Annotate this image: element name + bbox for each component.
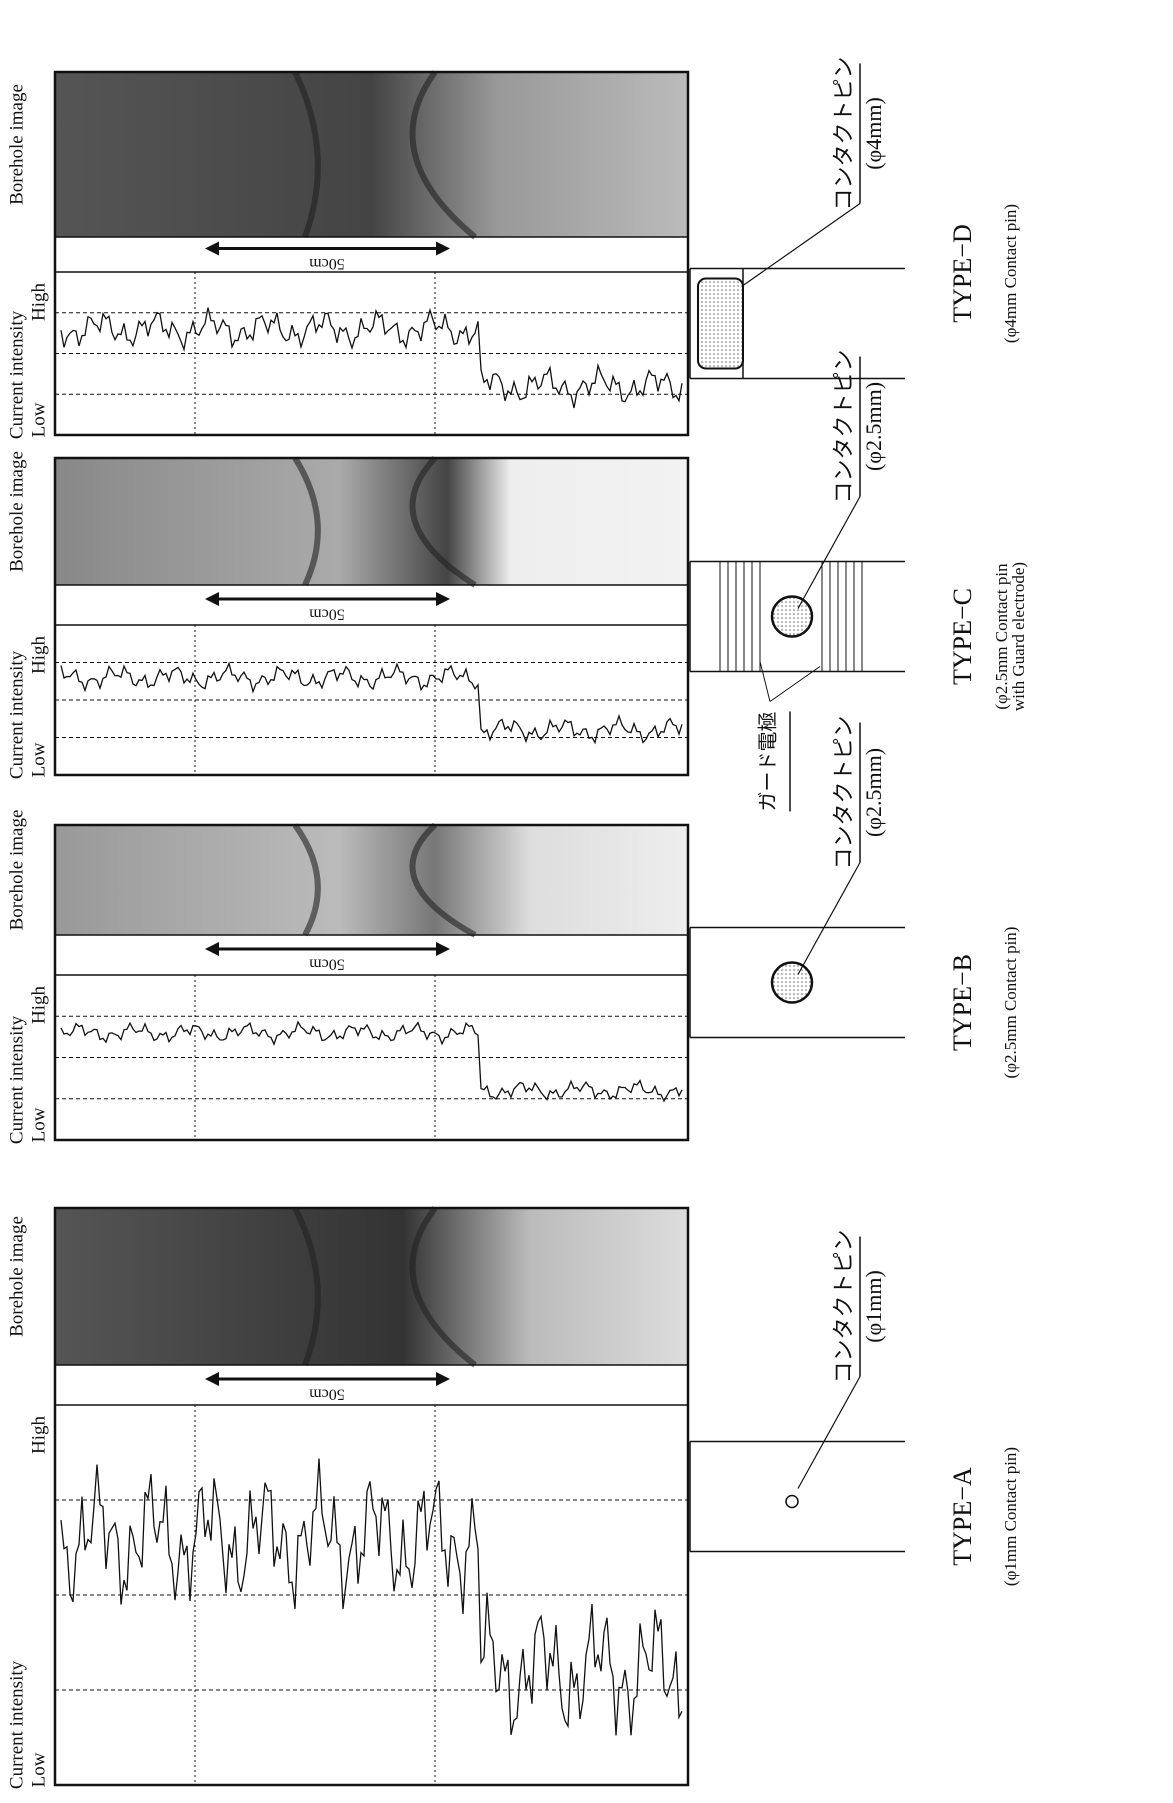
line [798,497,860,609]
line [760,662,770,702]
borehole-image [55,72,688,237]
current-label: Current intensity [6,310,27,439]
line [743,204,860,286]
pin-size: (φ2.5mm) [861,748,886,837]
high-label: High [28,1416,49,1455]
pin-label: コンタクトピン [831,56,856,210]
borehole-label: Borehole image [6,810,27,931]
current-label: Current intensity [6,650,27,779]
contact-pin [786,1496,798,1508]
current-trace [61,308,682,408]
low-label: Low [28,402,49,437]
high-label: High [28,986,49,1025]
scale-label: 50cm [309,605,345,622]
borehole-label: Borehole image [6,451,27,572]
borehole-image [55,825,688,935]
type-label: TYPE−A [948,1467,977,1566]
line [798,863,860,975]
borehole-label: Borehole image [6,1216,27,1337]
scale-label: 50cm [309,1385,345,1402]
type-label: TYPE−C [948,588,977,685]
pin-size: (φ2.5mm) [861,382,886,471]
contact-pin [772,963,812,1003]
type-label: TYPE−D [948,224,977,322]
pin-size: (φ1mm) [861,1270,886,1343]
figure: 50cmBorehole imageCurrent intensityHighL… [0,0,1173,1803]
borehole-image [55,458,688,585]
current-trace [61,1022,682,1101]
pin-label: コンタクトピン [831,715,856,869]
current-label: Current intensity [6,1660,27,1789]
low-label: Low [28,1107,49,1142]
contact-pin [698,279,743,369]
page: 50cmBorehole imageCurrent intensityHighL… [0,0,1173,1803]
high-label: High [28,283,49,322]
line [798,1377,860,1489]
type-description: (φ1mm Contact pin) [1001,1447,1020,1586]
borehole-label: Borehole image [6,84,27,205]
current-label: Current intensity [6,1015,27,1144]
pin-label: コンタクトピン [831,349,856,503]
current-trace [61,663,682,742]
contact-pin [772,597,812,637]
low-label: Low [28,742,49,777]
pin-size: (φ4mm) [861,97,886,170]
scale-label: 50cm [309,955,345,972]
low-label: Low [28,1752,49,1787]
type-label: TYPE−B [948,954,977,1051]
scale-label: 50cm [309,255,345,272]
pin-label: コンタクトピン [831,1229,856,1383]
type-description: (φ4mm Contact pin) [1001,204,1020,343]
type-description-2: with Guard electrode) [1009,562,1028,711]
guard-label: ガード電極 [757,712,780,812]
type-description: (φ2.5mm Contact pin) [1001,927,1020,1079]
high-label: High [28,636,49,675]
borehole-image [55,1208,688,1365]
